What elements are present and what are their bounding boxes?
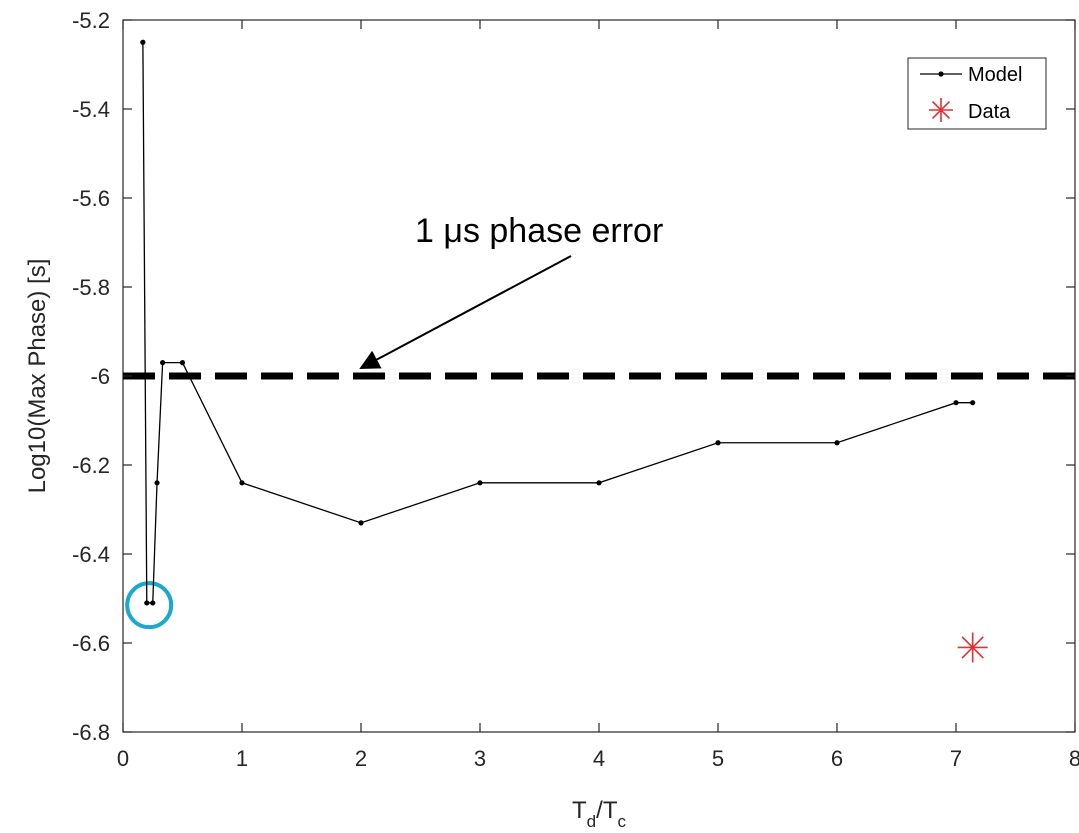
y-tick-label: -5.6: [72, 186, 110, 211]
y-tick-label: -5.4: [72, 97, 110, 122]
annotation-text: 1 μs phase error: [415, 212, 663, 250]
legend-asterisk: [929, 98, 953, 122]
x-tick-label: 2: [355, 746, 367, 771]
series-layer: [140, 39, 988, 663]
data-point-model: [179, 360, 186, 366]
highlight-circle: [125, 581, 174, 630]
y-tick-label: -6.6: [72, 631, 110, 656]
data-point-model: [834, 440, 840, 446]
legend-model-label: Model: [968, 64, 1022, 86]
x-axis-label-main2: T: [603, 797, 618, 824]
x-axis-label: Td/Tc: [572, 797, 626, 831]
data-point-model: [150, 600, 156, 606]
asterisk-stroke: [931, 100, 951, 120]
data-point-data: [957, 632, 988, 663]
x-axis-label-sep: /: [596, 797, 603, 824]
data-point-model: [154, 480, 160, 486]
y-tick-label: -5.2: [72, 8, 110, 33]
data-point-model: [477, 480, 483, 486]
legend-data-label: Data: [968, 101, 1011, 123]
legend-data-marker: [929, 98, 953, 122]
annotation-arrow: [359, 255, 572, 369]
y-tick-label: -6.8: [72, 720, 110, 745]
x-tick-label: 0: [117, 746, 129, 771]
legend-box: [907, 57, 1047, 130]
legend-model-marker: [938, 71, 944, 77]
data-point-model: [358, 520, 364, 526]
x-tick-label: 6: [831, 746, 843, 771]
series-line-model: [142, 42, 973, 604]
data-point-model: [715, 440, 721, 446]
y-tick-label: -5.8: [72, 275, 110, 300]
x-tick-label: 4: [593, 746, 605, 771]
data-point-model: [144, 600, 150, 606]
x-axis-label-main: T: [572, 797, 587, 824]
y-axis-label: Log10(Max Phase) [s]: [24, 259, 51, 494]
x-axis-label-sub2: c: [617, 812, 626, 831]
data-point-model: [140, 39, 146, 45]
y-tick-label: -6.4: [72, 542, 110, 567]
data-point-model: [953, 400, 959, 406]
legend: Model Data: [907, 57, 1047, 130]
asterisk-stroke: [961, 636, 984, 659]
ticks-layer: 0 1 2 3 4 5 6 7 8 -6.8 -6.6 -6.4 -6.2 -6 -5.8 -5.6 -5.4 -…: [72, 8, 1079, 771]
y-tick-label: -6: [90, 364, 110, 389]
x-tick-label: 8: [1069, 746, 1079, 771]
data-point-model: [160, 360, 166, 366]
data-point-model: [596, 480, 602, 486]
x-axis-label-sub1: d: [587, 812, 596, 831]
y-tick-label: -6.2: [72, 453, 110, 478]
data-point-model: [970, 400, 976, 406]
x-tick-label: 5: [712, 746, 724, 771]
data-point-model: [239, 480, 245, 486]
x-tick-label: 1: [236, 746, 248, 771]
x-tick-label: 3: [474, 746, 486, 771]
x-tick-label: 7: [950, 746, 962, 771]
